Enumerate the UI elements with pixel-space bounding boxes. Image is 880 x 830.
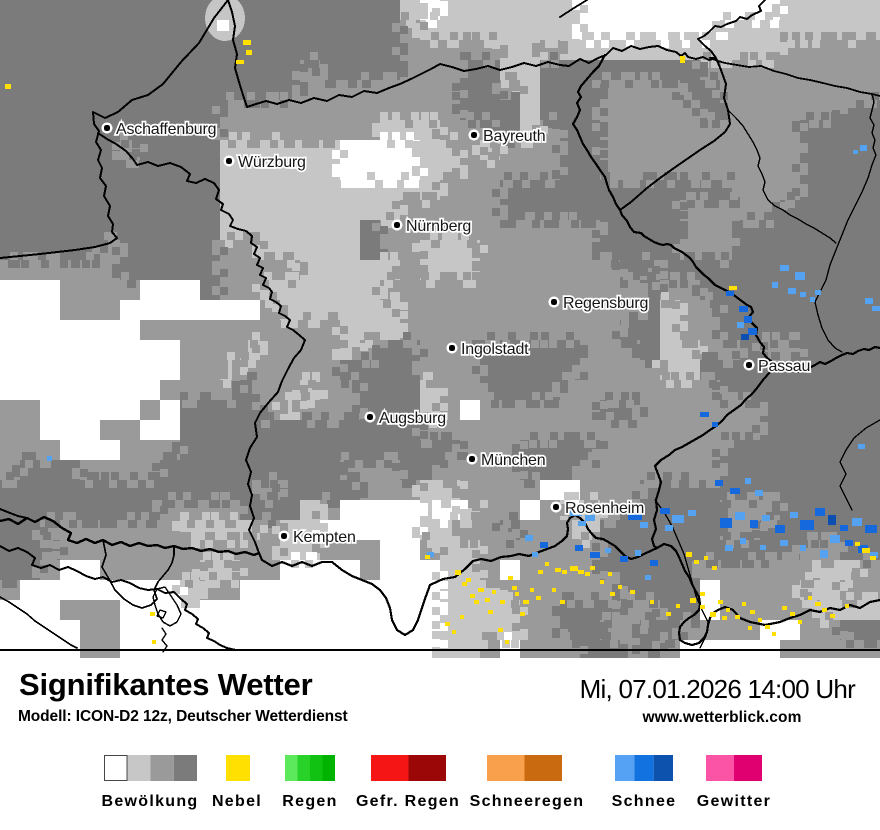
svg-text:Kempten: Kempten: [293, 529, 356, 546]
svg-text:Bewölkung: Bewölkung: [101, 793, 198, 810]
svg-text:Bayreuth: Bayreuth: [483, 128, 545, 145]
svg-text:Gewitter: Gewitter: [697, 793, 771, 810]
svg-text:Schneeregen: Schneeregen: [470, 793, 585, 810]
svg-text:Gefr. Regen: Gefr. Regen: [356, 793, 460, 810]
svg-text:Ingolstadt: Ingolstadt: [461, 341, 529, 358]
svg-text:Passau: Passau: [758, 358, 810, 375]
svg-text:Würzburg: Würzburg: [238, 154, 306, 171]
svg-text:Schnee: Schnee: [612, 793, 677, 810]
svg-text:Regen: Regen: [282, 793, 337, 810]
svg-text:Rosenheim: Rosenheim: [565, 500, 644, 517]
svg-text:Regensburg: Regensburg: [563, 295, 648, 312]
svg-text:Aschaffenburg: Aschaffenburg: [116, 121, 216, 138]
svg-text:Nürnberg: Nürnberg: [406, 218, 471, 235]
svg-text:Augsburg: Augsburg: [379, 410, 446, 427]
svg-text:München: München: [481, 452, 545, 469]
svg-text:Nebel: Nebel: [212, 793, 262, 810]
